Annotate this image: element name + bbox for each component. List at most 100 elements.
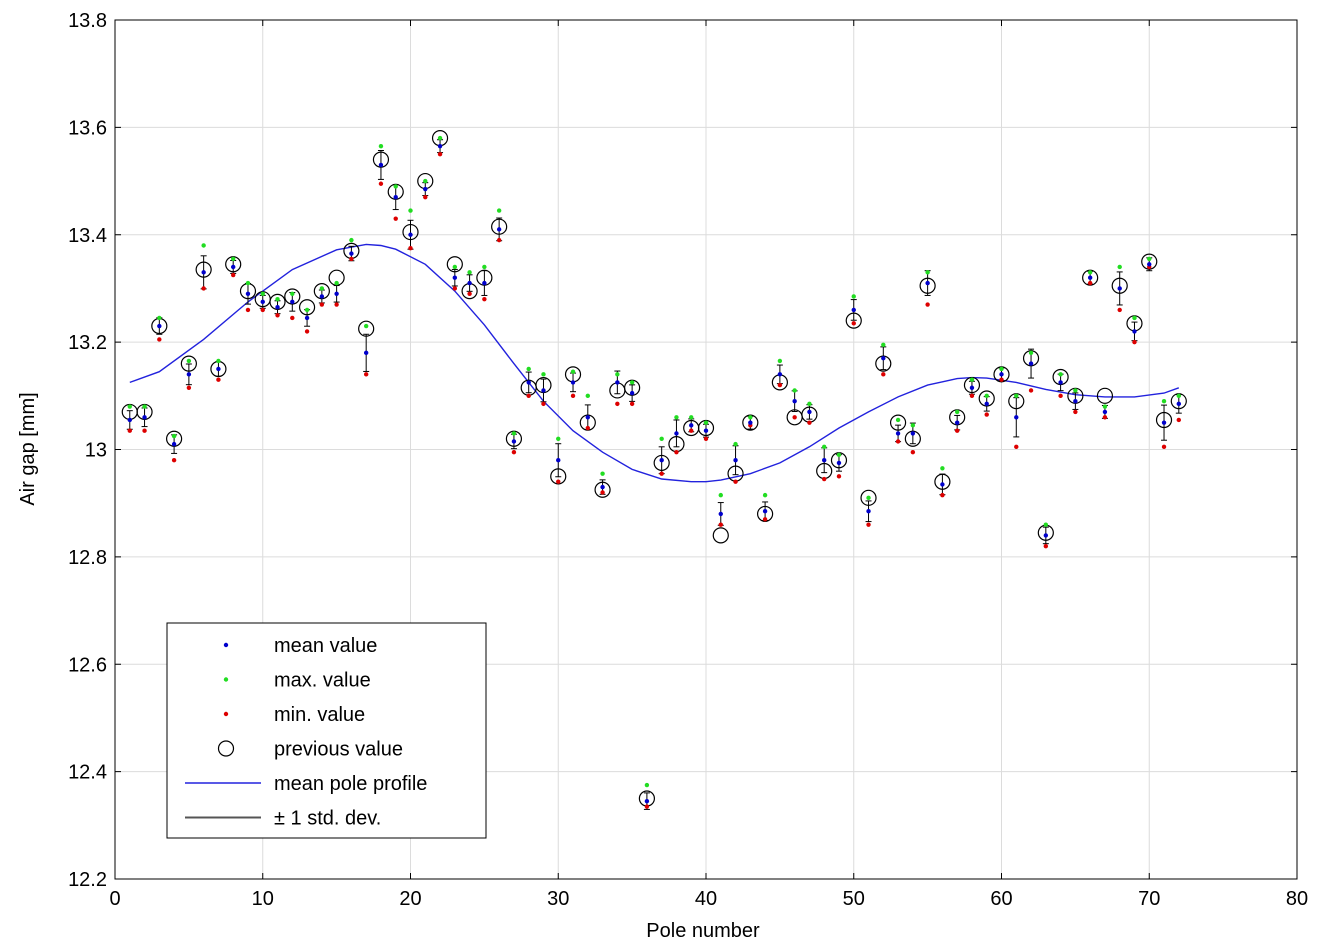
min-value-marker xyxy=(408,245,413,251)
max-value-marker xyxy=(792,388,797,393)
max-value-marker xyxy=(349,237,354,243)
legend-box xyxy=(166,622,487,839)
min-value-marker xyxy=(1132,339,1137,345)
mean-value-marker xyxy=(1176,401,1182,407)
y-tick-label: 12.4 xyxy=(68,762,107,784)
x-tick-label: 10 xyxy=(252,888,274,910)
max-value-marker xyxy=(437,135,443,141)
max-value-marker xyxy=(1132,315,1137,321)
max-value-marker xyxy=(689,415,694,420)
max-value-marker xyxy=(969,377,975,382)
min-value-marker xyxy=(1087,280,1093,286)
max-value-marker xyxy=(496,208,502,213)
y-axis-title: Air gap [mm] xyxy=(17,392,39,505)
legend-min-label: min. value xyxy=(274,704,365,726)
legend-min-marker xyxy=(223,711,229,717)
max-value-marker xyxy=(231,256,236,262)
previous-value-marker xyxy=(653,454,670,472)
previous-value-marker xyxy=(1155,411,1173,429)
mean-pole-profile xyxy=(129,243,1180,483)
min-value-marker xyxy=(866,522,871,527)
previous-value-marker xyxy=(712,527,729,544)
mean-value-marker xyxy=(393,194,398,200)
mean-value-marker xyxy=(275,305,280,310)
mean-value-marker xyxy=(556,458,561,463)
previous-value-marker xyxy=(860,489,877,506)
max-value-marker xyxy=(1043,522,1049,527)
min-value-marker xyxy=(644,804,650,809)
mean-value-marker xyxy=(467,280,472,286)
min-value-marker xyxy=(186,385,192,390)
max-value-marker xyxy=(733,441,738,447)
min-value-marker xyxy=(142,428,147,433)
x-axis-title: Pole number xyxy=(646,920,760,942)
max-value-marker xyxy=(408,208,413,213)
mean-value-marker xyxy=(585,415,590,420)
max-value-marker xyxy=(1014,393,1019,399)
max-value-marker xyxy=(644,782,650,788)
axis-ticks: 0 10 20 30 40 50 60 70 80 12.2 12.4 12.6 12.8 13 13.2 1… xyxy=(68,10,1308,910)
max-value-marker xyxy=(895,417,901,423)
max-value-marker xyxy=(925,270,930,275)
max-value-marker xyxy=(304,307,310,313)
max-value-marker xyxy=(216,358,221,364)
max-value-marker xyxy=(363,323,369,329)
x-tick-label: 0 xyxy=(109,888,120,910)
mean-value-marker xyxy=(881,356,886,361)
y-tick-label: 13.8 xyxy=(68,10,107,32)
min-value-marker xyxy=(792,415,797,420)
mean-value-marker xyxy=(1087,275,1093,280)
min-value-marker xyxy=(1117,307,1122,313)
mean-value-marker xyxy=(615,380,620,385)
min-value-marker xyxy=(556,479,561,484)
mean-value-marker xyxy=(807,409,812,415)
min-value-marker xyxy=(423,194,428,200)
mean-value-marker xyxy=(349,251,354,256)
max-value-marker xyxy=(954,409,960,415)
previous-value-marker xyxy=(195,261,212,278)
max-value-marker xyxy=(171,433,177,439)
min-value-marker xyxy=(216,377,221,382)
min-value-marker xyxy=(319,302,325,307)
max-value-marker xyxy=(142,404,147,409)
mean-value-marker xyxy=(127,417,132,423)
mean-value-marker xyxy=(703,428,709,433)
legend-max-label: max. value xyxy=(274,670,371,692)
mean-value-marker xyxy=(792,398,797,404)
mean-value-marker xyxy=(245,291,251,297)
mean-value-marker xyxy=(408,232,413,237)
max-value-marker xyxy=(762,492,768,498)
legend-max-marker xyxy=(223,677,229,682)
mean-value-marker xyxy=(1028,361,1034,366)
mean-value-marker xyxy=(1043,533,1049,538)
min-value-marker xyxy=(334,302,339,307)
min-value-marker xyxy=(304,329,310,334)
mean-value-marker xyxy=(689,423,694,428)
mean-value-marker xyxy=(496,227,502,232)
max-value-marker xyxy=(866,495,871,501)
previous-value-marker xyxy=(934,473,951,490)
mean-value-marker xyxy=(1058,380,1063,385)
min-value-marker xyxy=(437,152,443,157)
mean-value-marker xyxy=(1161,420,1167,425)
min-value-marker xyxy=(452,286,458,291)
mean-value-marker xyxy=(836,460,842,466)
max-value-marker xyxy=(1176,393,1182,399)
max-value-marker xyxy=(378,143,384,149)
min-value-marker xyxy=(822,476,827,482)
previous-value-marker xyxy=(491,218,508,235)
mean-value-marker xyxy=(1073,398,1078,404)
mean-value-marker xyxy=(851,307,856,313)
max-value-marker xyxy=(1087,270,1093,275)
min-value-marker xyxy=(349,256,354,262)
mean-value-marker xyxy=(999,372,1004,377)
x-tick-label: 40 xyxy=(695,888,717,910)
x-tick-label: 80 xyxy=(1286,888,1308,910)
max-value-marker xyxy=(482,264,487,270)
mean-value-marker xyxy=(718,511,723,517)
min-value-marker xyxy=(1102,415,1108,420)
mean-value-marker xyxy=(674,431,679,436)
max-value-marker xyxy=(393,184,398,189)
mean-value-marker xyxy=(910,431,916,436)
min-value-marker xyxy=(999,377,1004,382)
